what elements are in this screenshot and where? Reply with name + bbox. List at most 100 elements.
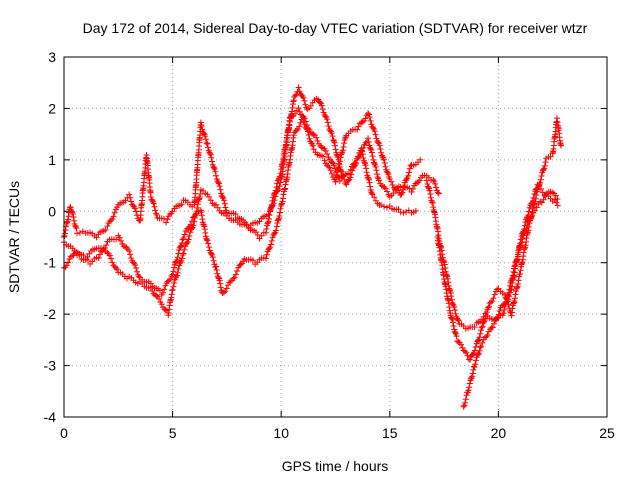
data-point	[108, 217, 115, 224]
data-point	[531, 207, 538, 214]
data-point	[442, 265, 449, 272]
data-point	[178, 201, 185, 208]
data-point	[358, 119, 365, 126]
data-point	[214, 204, 221, 211]
data-point	[368, 149, 375, 156]
data-point	[502, 299, 509, 306]
chart-title: Day 172 of 2014, Sidereal Day-to-day VTE…	[83, 20, 588, 36]
series-track-1	[61, 84, 442, 319]
data-point	[62, 230, 69, 237]
data-point	[511, 298, 518, 305]
data-point	[483, 312, 490, 319]
series-track-2	[61, 105, 419, 241]
data-point	[258, 232, 265, 239]
data-point	[190, 214, 197, 221]
data-point	[452, 310, 459, 317]
data-point	[412, 207, 419, 214]
data-point	[523, 225, 530, 232]
data-point	[199, 126, 206, 133]
data-point	[494, 314, 501, 321]
data-point	[509, 275, 516, 282]
data-point	[369, 153, 376, 160]
data-point	[372, 163, 379, 170]
data-point	[65, 213, 72, 220]
data-point	[332, 146, 339, 153]
data-point	[526, 204, 533, 211]
data-point	[478, 327, 485, 334]
data-point	[363, 169, 370, 176]
data-point	[275, 216, 282, 223]
data-point	[151, 292, 158, 299]
data-point	[510, 268, 517, 275]
data-point	[294, 125, 301, 132]
data-point	[197, 119, 204, 126]
data-point	[62, 227, 69, 234]
data-point	[455, 338, 462, 345]
data-point	[222, 204, 229, 211]
data-point	[551, 196, 558, 203]
data-point	[321, 157, 328, 164]
data-point	[149, 197, 156, 204]
data-point	[201, 223, 208, 230]
data-point	[200, 222, 207, 229]
data-point	[370, 124, 377, 131]
data-point	[213, 263, 220, 270]
data-point	[173, 258, 180, 265]
data-point	[292, 92, 299, 99]
data-point	[431, 178, 438, 185]
data-point	[197, 191, 204, 198]
data-point	[300, 94, 307, 101]
data-point	[508, 312, 515, 319]
data-point	[511, 263, 518, 270]
data-point	[220, 289, 227, 296]
data-point	[529, 211, 536, 218]
data-point	[280, 191, 287, 198]
data-point	[96, 251, 103, 258]
data-point	[479, 339, 486, 346]
data-point	[386, 175, 393, 182]
data-point	[459, 344, 466, 351]
data-point	[111, 209, 118, 216]
data-point	[221, 200, 228, 207]
data-point	[464, 352, 471, 359]
data-point	[263, 225, 270, 232]
data-point	[181, 231, 188, 238]
data-point	[475, 351, 482, 358]
data-point	[171, 264, 178, 271]
data-point	[371, 194, 378, 201]
data-point	[234, 267, 241, 274]
data-point	[542, 159, 549, 166]
data-point	[395, 206, 402, 213]
data-point	[435, 190, 442, 197]
data-point	[461, 348, 468, 355]
data-point	[332, 142, 339, 149]
data-point	[364, 174, 371, 181]
data-point	[132, 261, 139, 268]
data-point	[376, 142, 383, 149]
y-tick-label: -1	[44, 255, 57, 271]
data-point	[215, 179, 222, 186]
data-point	[509, 305, 516, 312]
data-point	[150, 200, 157, 207]
data-point	[179, 255, 186, 262]
data-point	[451, 307, 458, 314]
data-point	[70, 214, 77, 221]
data-point	[221, 197, 228, 204]
data-point	[104, 223, 111, 230]
data-point	[266, 212, 273, 219]
data-point	[128, 255, 135, 262]
data-point	[533, 192, 540, 199]
data-point	[65, 259, 72, 266]
data-point	[153, 211, 160, 218]
data-point	[552, 192, 559, 199]
data-point	[116, 234, 123, 241]
x-tick-label: 20	[491, 425, 507, 441]
data-point	[381, 159, 388, 166]
data-point	[547, 153, 554, 160]
data-point	[372, 131, 379, 138]
data-point	[206, 149, 213, 156]
data-point	[103, 242, 110, 249]
data-point	[162, 282, 169, 289]
data-point	[381, 156, 388, 163]
